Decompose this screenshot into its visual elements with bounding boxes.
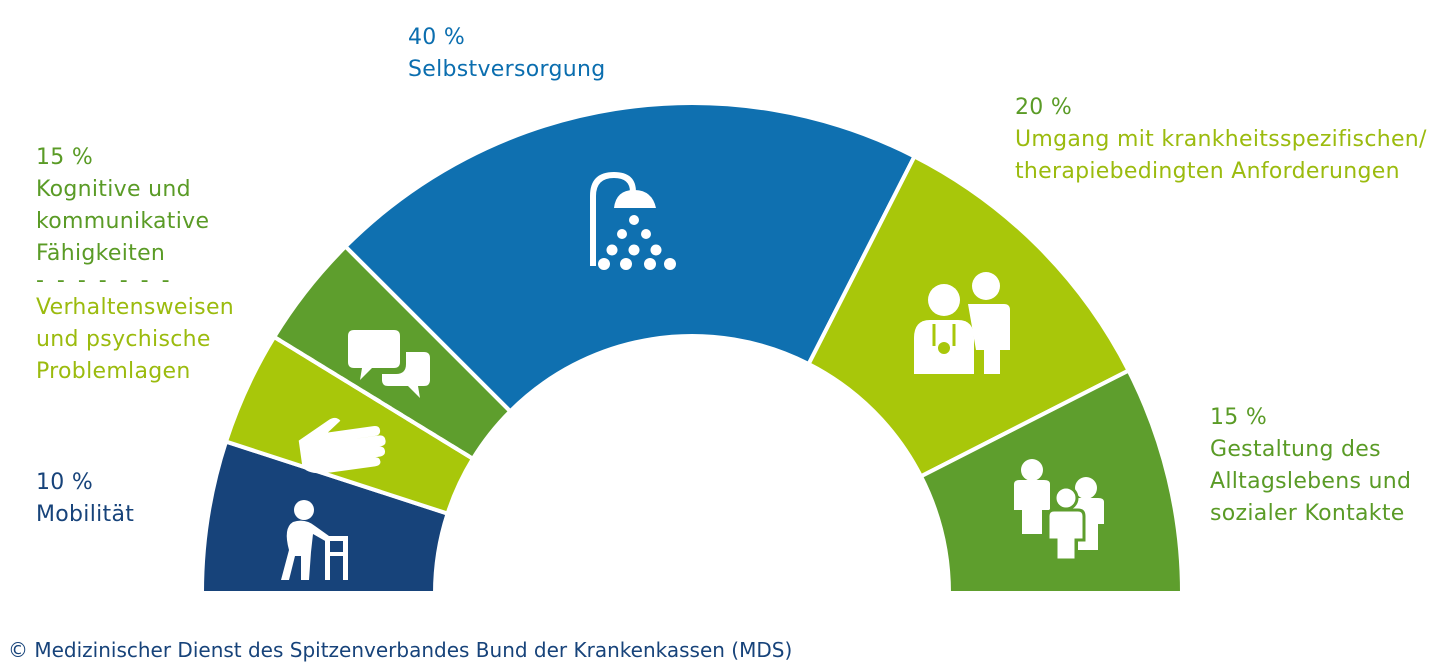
segment-label-gestaltung: 15 % Gestaltung des Alltagslebens und so…: [1210, 402, 1411, 530]
segment-label-umgang: 20 % Umgang mit krankheitsspezifischen/ …: [1015, 92, 1427, 188]
category-label: Selbstversorgung: [408, 57, 606, 82]
category-label: und psychische: [36, 327, 211, 352]
category-label: kommunikative: [36, 209, 210, 234]
legend-separator: - - - - - - -: [36, 268, 173, 293]
category-label: therapiebedingten Anforderungen: [1015, 159, 1400, 184]
percentage-label: 10 %: [36, 470, 94, 495]
category-label: Kognitive und: [36, 177, 191, 202]
category-label: sozialer Kontakte: [1210, 501, 1405, 526]
group-of-people-icon: [1014, 459, 1104, 562]
segment-label-mobilitaet: 10 % Mobilität: [36, 467, 134, 531]
hand-icon: [298, 417, 386, 474]
chart-segment-3: [342, 101, 918, 415]
category-label: Problemlagen: [36, 359, 191, 384]
walker-person-icon: [281, 500, 348, 580]
copyright-notice: © Medizinischer Dienst des Spitzenverban…: [8, 638, 793, 662]
chart-segment-5: [918, 367, 1185, 595]
segment-label-kognitive-verhaltensweisen: 15 % Kognitive und kommunikative Fähigke…: [36, 142, 234, 388]
percentage-label: 15 %: [36, 145, 94, 170]
segment-label-selbstversorgung: 40 % Selbstversorgung: [408, 22, 605, 86]
chart-icons: [281, 172, 1104, 580]
category-label: Alltagslebens und: [1210, 469, 1412, 494]
category-label: Fähigkeiten: [36, 241, 166, 266]
percentage-label: 40 %: [408, 25, 466, 50]
shower-icon: [590, 172, 676, 270]
speech-bubbles-icon: [348, 330, 430, 398]
category-label: Mobilität: [36, 502, 135, 527]
percentage-label: 15 %: [1210, 405, 1268, 430]
category-label: Umgang mit krankheitsspezifischen/: [1015, 127, 1427, 152]
category-label: Gestaltung des: [1210, 437, 1381, 462]
percentage-label: 20 %: [1015, 95, 1073, 120]
category-label: Verhaltensweisen: [36, 295, 235, 320]
doctor-patient-icon: [914, 272, 1010, 374]
